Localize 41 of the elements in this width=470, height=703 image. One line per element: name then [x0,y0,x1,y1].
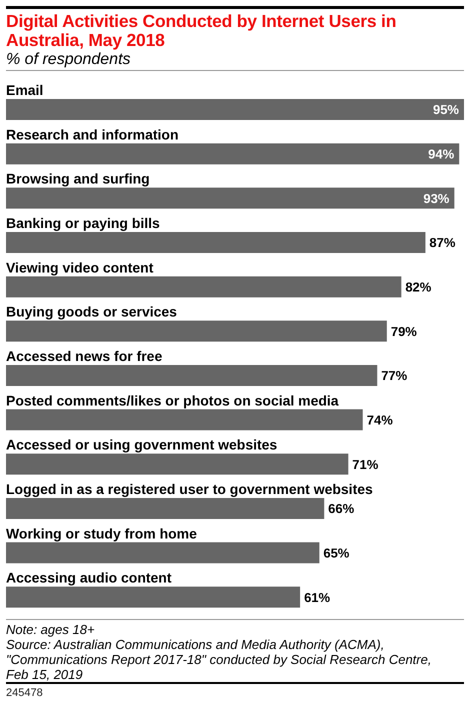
bar [6,276,402,298]
bar [6,542,320,564]
y-tick-label: Viewing video content [6,259,154,276]
bar [6,143,460,164]
source-note: Source: Australian Communications and Media Authority (ACMA), "Communications Report 2017-18" conducted by Social Research Centre, Feb 15, 2019 [6,637,432,682]
data-label: 77% [381,368,408,384]
data-label: 82% [405,279,432,294]
y-tick-label: Working or study from home [6,525,198,542]
y-tick-label: Research and information [6,126,179,142]
data-label: 95% [432,102,460,118]
chart-title: Digital Activities Conducted by Internet Users in Australia, May 2018 [6,11,398,50]
y-tick-label: Accessed or using government websites [6,436,278,453]
bar [6,99,464,120]
data-label: 71% [352,456,379,472]
bar [6,586,300,608]
y-tick-label: Banking or paying bills [6,214,160,231]
bar [6,320,387,342]
y-tick-label: Email [6,82,44,98]
bar [6,498,324,519]
chart-subtitle: % of respondents [6,50,132,69]
bar [6,232,426,253]
y-tick-label: Logged in as a registered user to government websites [6,480,374,497]
bar [6,454,348,475]
data-label: 94% [428,146,455,162]
y-tick-label: Accessing audio content [6,570,172,586]
data-label: 61% [304,590,331,605]
text: 245478 [6,687,43,700]
data-label: 66% [328,501,355,516]
data-label: 65% [323,545,350,560]
data-label: 93% [423,190,450,206]
text: Note: ages 18+ [6,622,96,637]
data-label: 74% [366,412,394,428]
bar [6,188,454,209]
y-tick-label: Posted comments/likes or photos on social media [6,392,339,408]
data-label: 87% [429,235,456,250]
y-tick-label: Browsing and surfing [6,170,150,187]
y-tick-label: Accessed news for free [6,348,162,364]
data-label: 79% [390,324,418,339]
bar [6,409,363,430]
bar [6,364,378,386]
y-tick-label: Buying goods or services [6,304,178,320]
